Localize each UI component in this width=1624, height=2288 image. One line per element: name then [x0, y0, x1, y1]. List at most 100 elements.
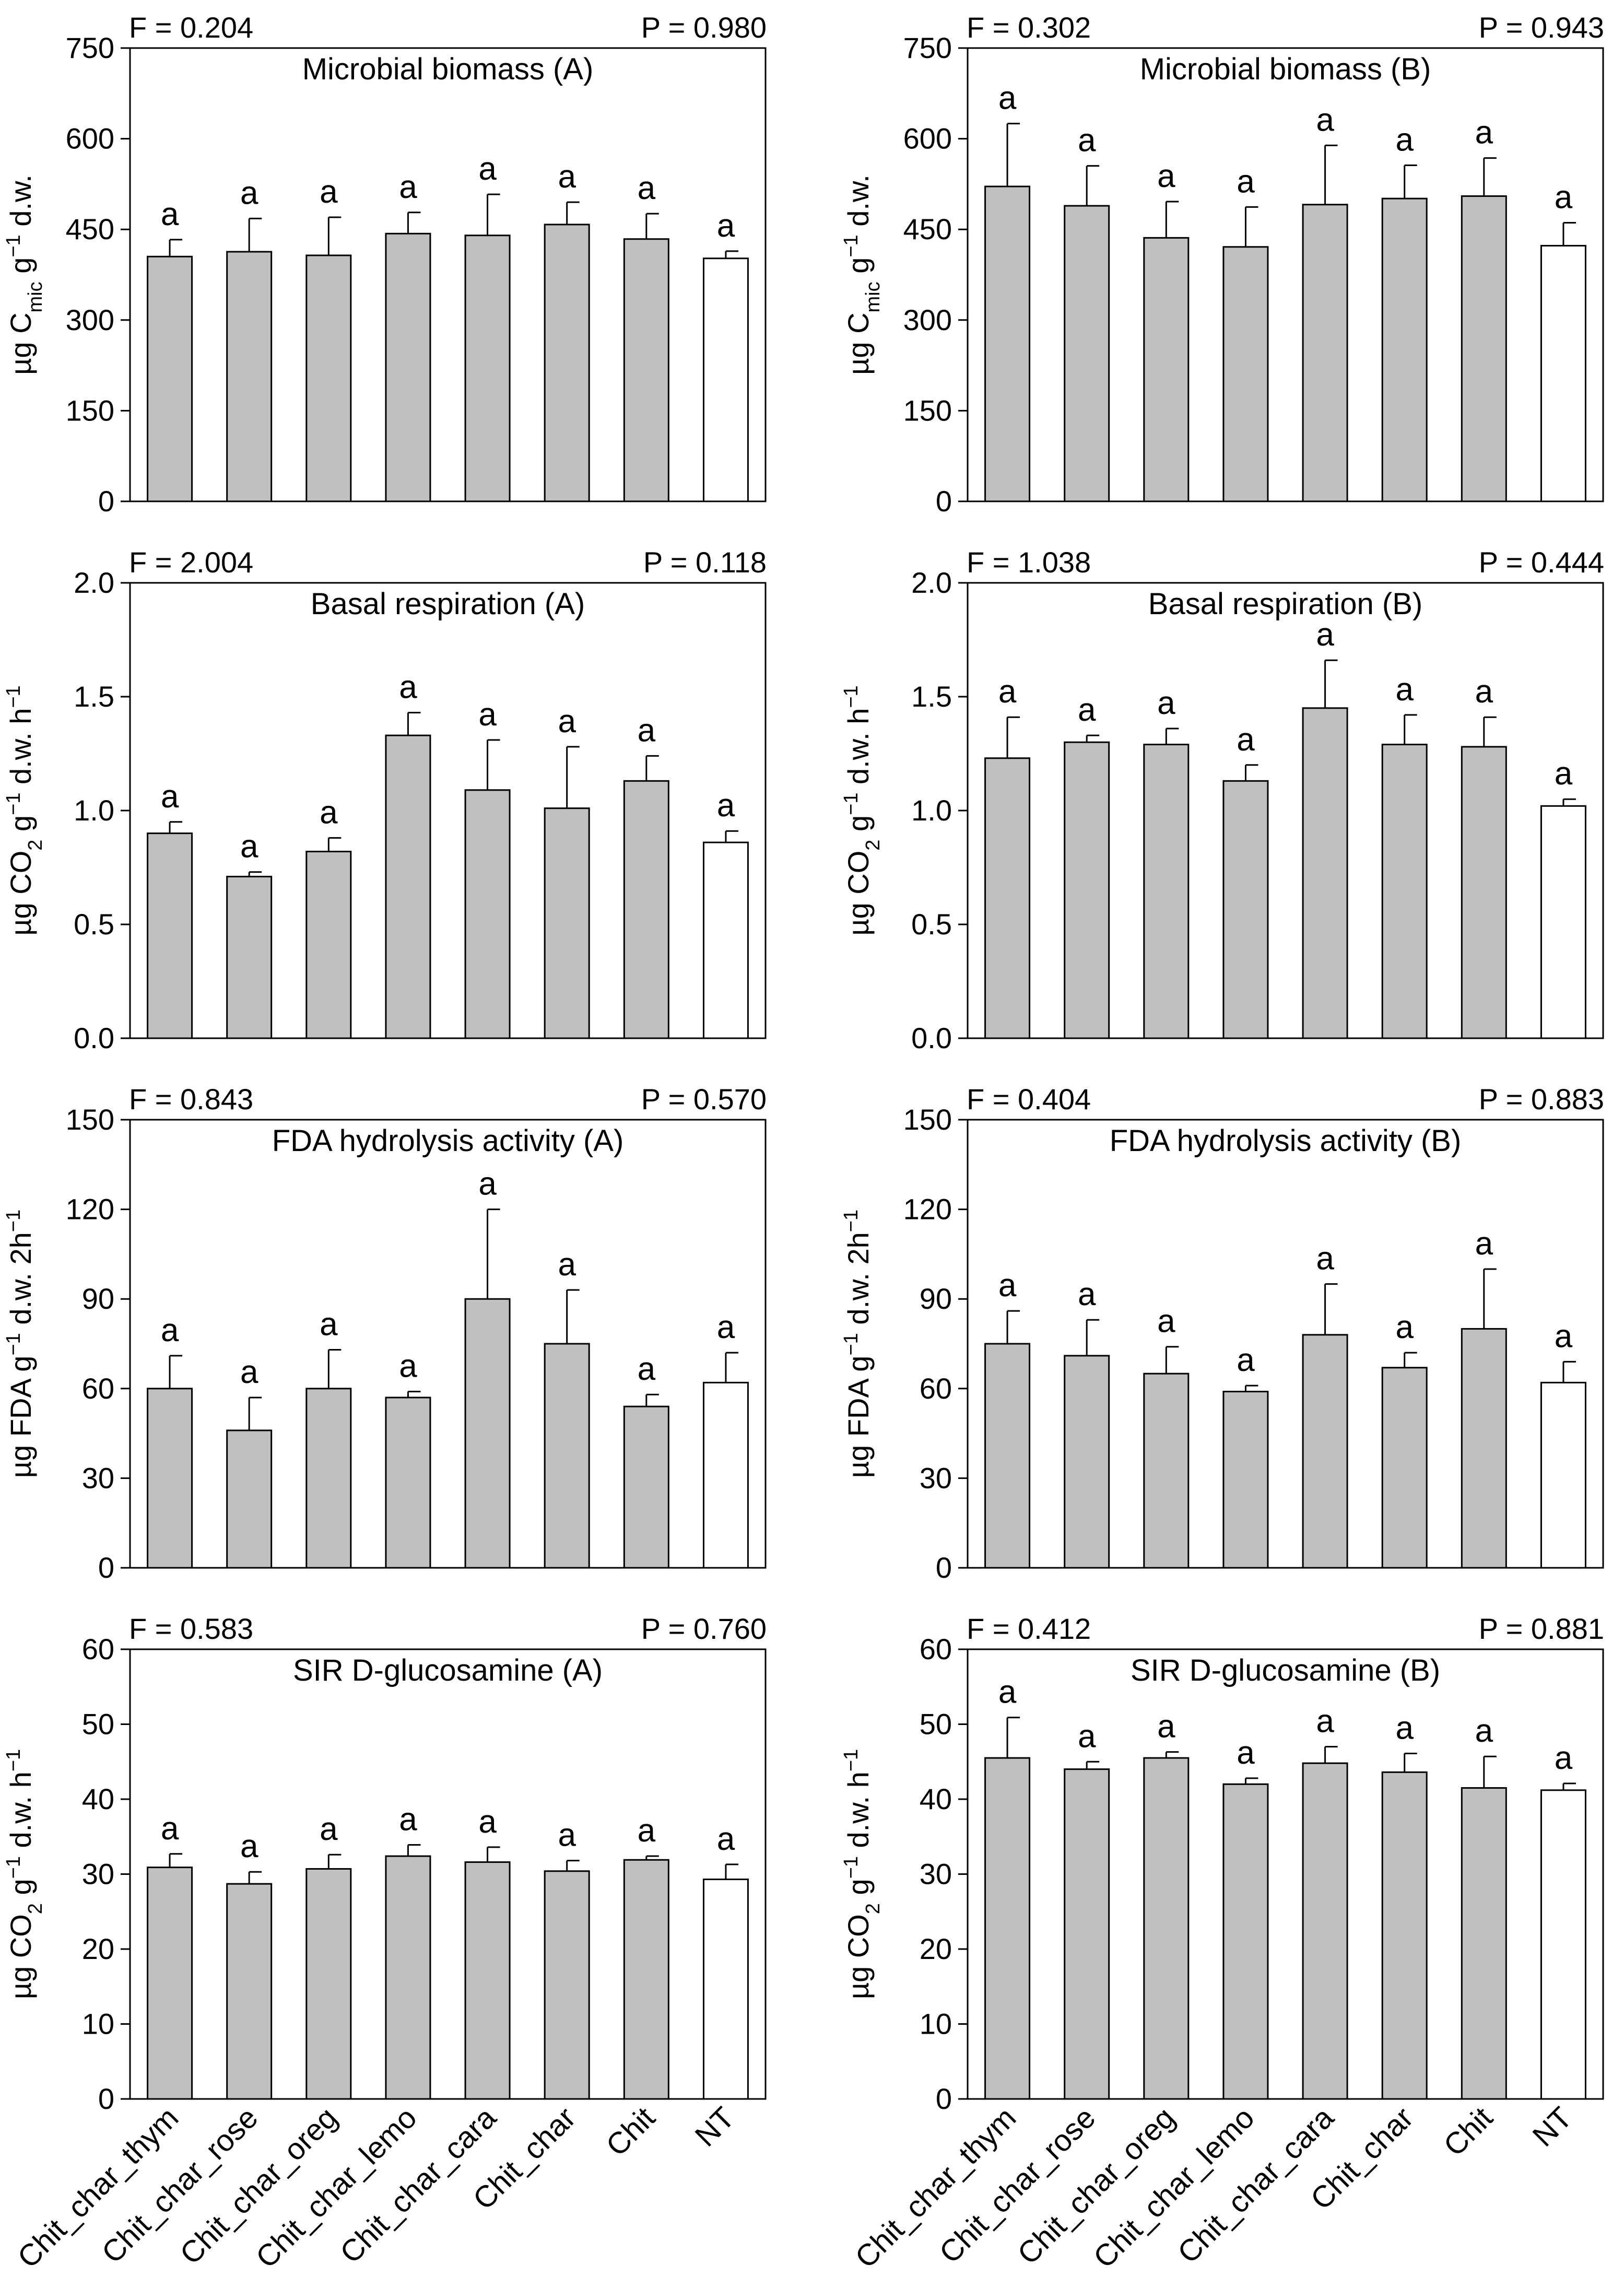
y-tick-label: 0 — [98, 485, 114, 518]
significance-letter: a — [320, 174, 338, 210]
bar-chit-char-rose — [226, 1429, 273, 1569]
bar-chit-char-oreg — [305, 1388, 352, 1569]
bar-chit-char-thym — [147, 255, 193, 502]
significance-letter: a — [638, 170, 656, 206]
bar-chit-char-lemo — [1222, 780, 1269, 1039]
panel-title: FDA hydrolysis activity (B) — [1110, 1124, 1462, 1158]
significance-letter: a — [558, 703, 576, 740]
significance-letter: a — [638, 712, 656, 748]
significance-letter: a — [161, 196, 179, 232]
f-statistic: F = 0.583 — [129, 1612, 253, 1645]
p-value: P = 0.444 — [1479, 546, 1604, 579]
plot-frame — [129, 47, 767, 502]
plot-frame — [967, 1119, 1604, 1569]
significance-letter: a — [1237, 1735, 1255, 1771]
significance-letter: a — [161, 1312, 179, 1348]
f-statistic: F = 1.038 — [967, 546, 1091, 579]
significance-letter: a — [558, 1247, 576, 1283]
significance-letter: a — [998, 1268, 1017, 1304]
bar-chit — [623, 1405, 669, 1569]
significance-letter: a — [320, 1306, 338, 1342]
bar-chit-char-rose — [226, 1883, 273, 2100]
y-tick-label: 0.0 — [74, 1022, 114, 1054]
y-axis-label: µg Cmic g−1 d.w. — [3, 174, 46, 375]
bar-chit-char-cara — [1302, 204, 1348, 502]
significance-letter: a — [717, 1309, 735, 1345]
bar-chit-char-oreg — [1143, 237, 1190, 502]
y-axis-label: µg CO2 g−1 d.w. h−1 — [840, 1749, 884, 1999]
y-tick-label: 20 — [82, 1932, 114, 1965]
bar-chit — [623, 1859, 669, 2100]
y-tick-label: 120 — [903, 1193, 952, 1226]
p-value: P = 0.943 — [1479, 11, 1604, 44]
bar-chit-char-oreg — [305, 850, 352, 1039]
chart-panel-1: F = 0.204 P = 0.980 Microbial biomass (A) 0… — [3, 11, 767, 518]
f-statistic: F = 2.004 — [129, 546, 253, 579]
f-statistic: F = 0.302 — [967, 11, 1091, 44]
bar-chit — [1461, 746, 1507, 1039]
bar-chit-char-rose — [226, 875, 273, 1039]
bar-chit — [623, 780, 669, 1039]
bar-chit-char-thym — [984, 757, 1031, 1039]
significance-letter: a — [1237, 722, 1255, 758]
panel-title: SIR D-glucosamine (A) — [293, 1653, 603, 1687]
y-tick-label: 30 — [920, 1858, 952, 1891]
significance-letter: a — [240, 1354, 258, 1390]
bar-chit-char — [1381, 197, 1428, 502]
significance-letter: a — [161, 1811, 179, 1847]
significance-letter: a — [1555, 756, 1573, 792]
plot-frame — [967, 1648, 1604, 2100]
bar-nt — [1540, 805, 1586, 1039]
bar-chit-char-lemo — [385, 1397, 431, 1569]
y-tick-label: 40 — [82, 1782, 114, 1815]
y-tick-label: 150 — [903, 394, 952, 427]
significance-letter: a — [240, 175, 258, 211]
significance-letter: a — [1555, 179, 1573, 215]
y-tick-label: 300 — [66, 303, 114, 336]
significance-letter: a — [478, 1166, 497, 1202]
bar-chit-char-oreg — [1143, 744, 1190, 1039]
bar-chit-char-cara — [1302, 707, 1348, 1039]
significance-letter: a — [1078, 1276, 1096, 1312]
bar-chit-char — [544, 807, 590, 1039]
bar-nt — [702, 1381, 749, 1569]
y-axis-label: µg CO2 g−1 d.w. h−1 — [840, 685, 884, 935]
x-category-label: Chit — [599, 2101, 662, 2163]
bar-nt — [1540, 1789, 1586, 2100]
y-tick-label: 60 — [82, 1372, 114, 1405]
y-axis-label: µg CO2 g−1 d.w. h−1 — [3, 1749, 46, 1999]
bar-chit-char-cara — [464, 1298, 511, 1569]
f-statistic: F = 0.204 — [129, 11, 253, 44]
y-tick-label: 300 — [903, 303, 952, 336]
significance-letter: a — [478, 697, 497, 733]
bar-chit-char-rose — [1064, 1768, 1110, 2100]
bar-chit-char — [544, 224, 590, 502]
significance-letter: a — [1395, 1710, 1414, 1746]
y-tick-label: 120 — [66, 1193, 114, 1226]
panel-title: FDA hydrolysis activity (A) — [272, 1124, 624, 1158]
bar-chit-char-thym — [147, 1867, 193, 2100]
y-tick-label: 0 — [98, 2082, 114, 2115]
p-value: P = 0.883 — [1479, 1083, 1604, 1116]
significance-letter: a — [1237, 1342, 1255, 1378]
bar-chit-char-cara — [1302, 1334, 1348, 1569]
panel-title: Basal respiration (A) — [311, 587, 585, 621]
significance-letter: a — [1078, 692, 1096, 728]
significance-letter: a — [638, 1351, 656, 1387]
y-tick-label: 60 — [920, 1372, 952, 1405]
y-tick-label: 30 — [82, 1858, 114, 1891]
y-tick-label: 60 — [82, 1633, 114, 1665]
significance-letter: a — [998, 1674, 1017, 1710]
bar-chit-char-lemo — [385, 232, 431, 502]
f-statistic: F = 0.404 — [967, 1083, 1091, 1116]
significance-letter: a — [1157, 685, 1175, 721]
p-value: P = 0.980 — [641, 11, 767, 44]
y-tick-label: 60 — [920, 1633, 952, 1665]
significance-letter: a — [161, 779, 179, 815]
significance-letter: a — [240, 1828, 258, 1864]
y-tick-label: 90 — [920, 1282, 952, 1315]
bar-chit-char-oreg — [1143, 1372, 1190, 1569]
significance-letter: a — [998, 674, 1017, 710]
plot-frame — [967, 47, 1604, 502]
